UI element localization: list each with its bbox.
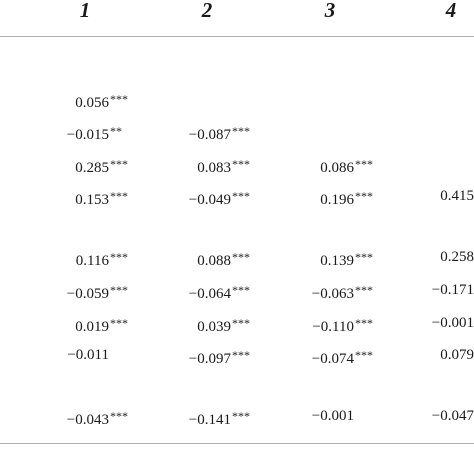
table-cell: −0.097***: [188, 348, 250, 367]
table-cell: −0.011: [67, 347, 109, 363]
table-cell: −0.087***: [188, 124, 250, 143]
table-cell: 0.083***: [197, 157, 250, 176]
table-cell: 0.086***: [320, 157, 373, 176]
table-cell: 0.039***: [197, 316, 250, 335]
table-cell: −0.171: [431, 282, 474, 298]
table-cell: 0.153***: [75, 189, 128, 208]
table-cell: −0.047: [431, 408, 474, 424]
table-cell: −0.064***: [188, 283, 250, 302]
column-header-3: 3: [324, 0, 336, 22]
table-cell: 0.139***: [320, 250, 373, 269]
table-cell: 0.079: [440, 347, 474, 363]
table-top-rule: [0, 36, 474, 37]
table-bottom-rule: [0, 443, 474, 444]
column-header-4: 4: [445, 0, 457, 22]
table-cell: 0.056***: [75, 92, 128, 111]
table-cell: −0.063***: [311, 283, 373, 302]
table-cell: 0.116***: [75, 250, 128, 269]
table-cell: −0.043***: [66, 409, 128, 428]
column-header-1: 1: [79, 0, 91, 22]
column-header-2: 2: [201, 0, 213, 22]
table-cell: −0.141***: [188, 409, 250, 428]
table-cell: −0.001: [431, 315, 474, 331]
table-cell: 0.019***: [75, 316, 128, 335]
table-cell: −0.074***: [311, 348, 373, 367]
table-cell: 0.088***: [197, 250, 250, 269]
table-cell: 0.285***: [75, 157, 128, 176]
table-cell: −0.059***: [66, 283, 128, 302]
table-cell: 0.258: [440, 249, 474, 265]
table-cell: −0.049***: [188, 189, 250, 208]
table-cell: −0.110***: [312, 316, 373, 335]
table-cell: 0.196***: [320, 189, 373, 208]
table-cell: −0.001: [311, 408, 354, 424]
table-cell: −0.015**: [66, 124, 122, 143]
table-cell: 0.415: [440, 188, 474, 204]
